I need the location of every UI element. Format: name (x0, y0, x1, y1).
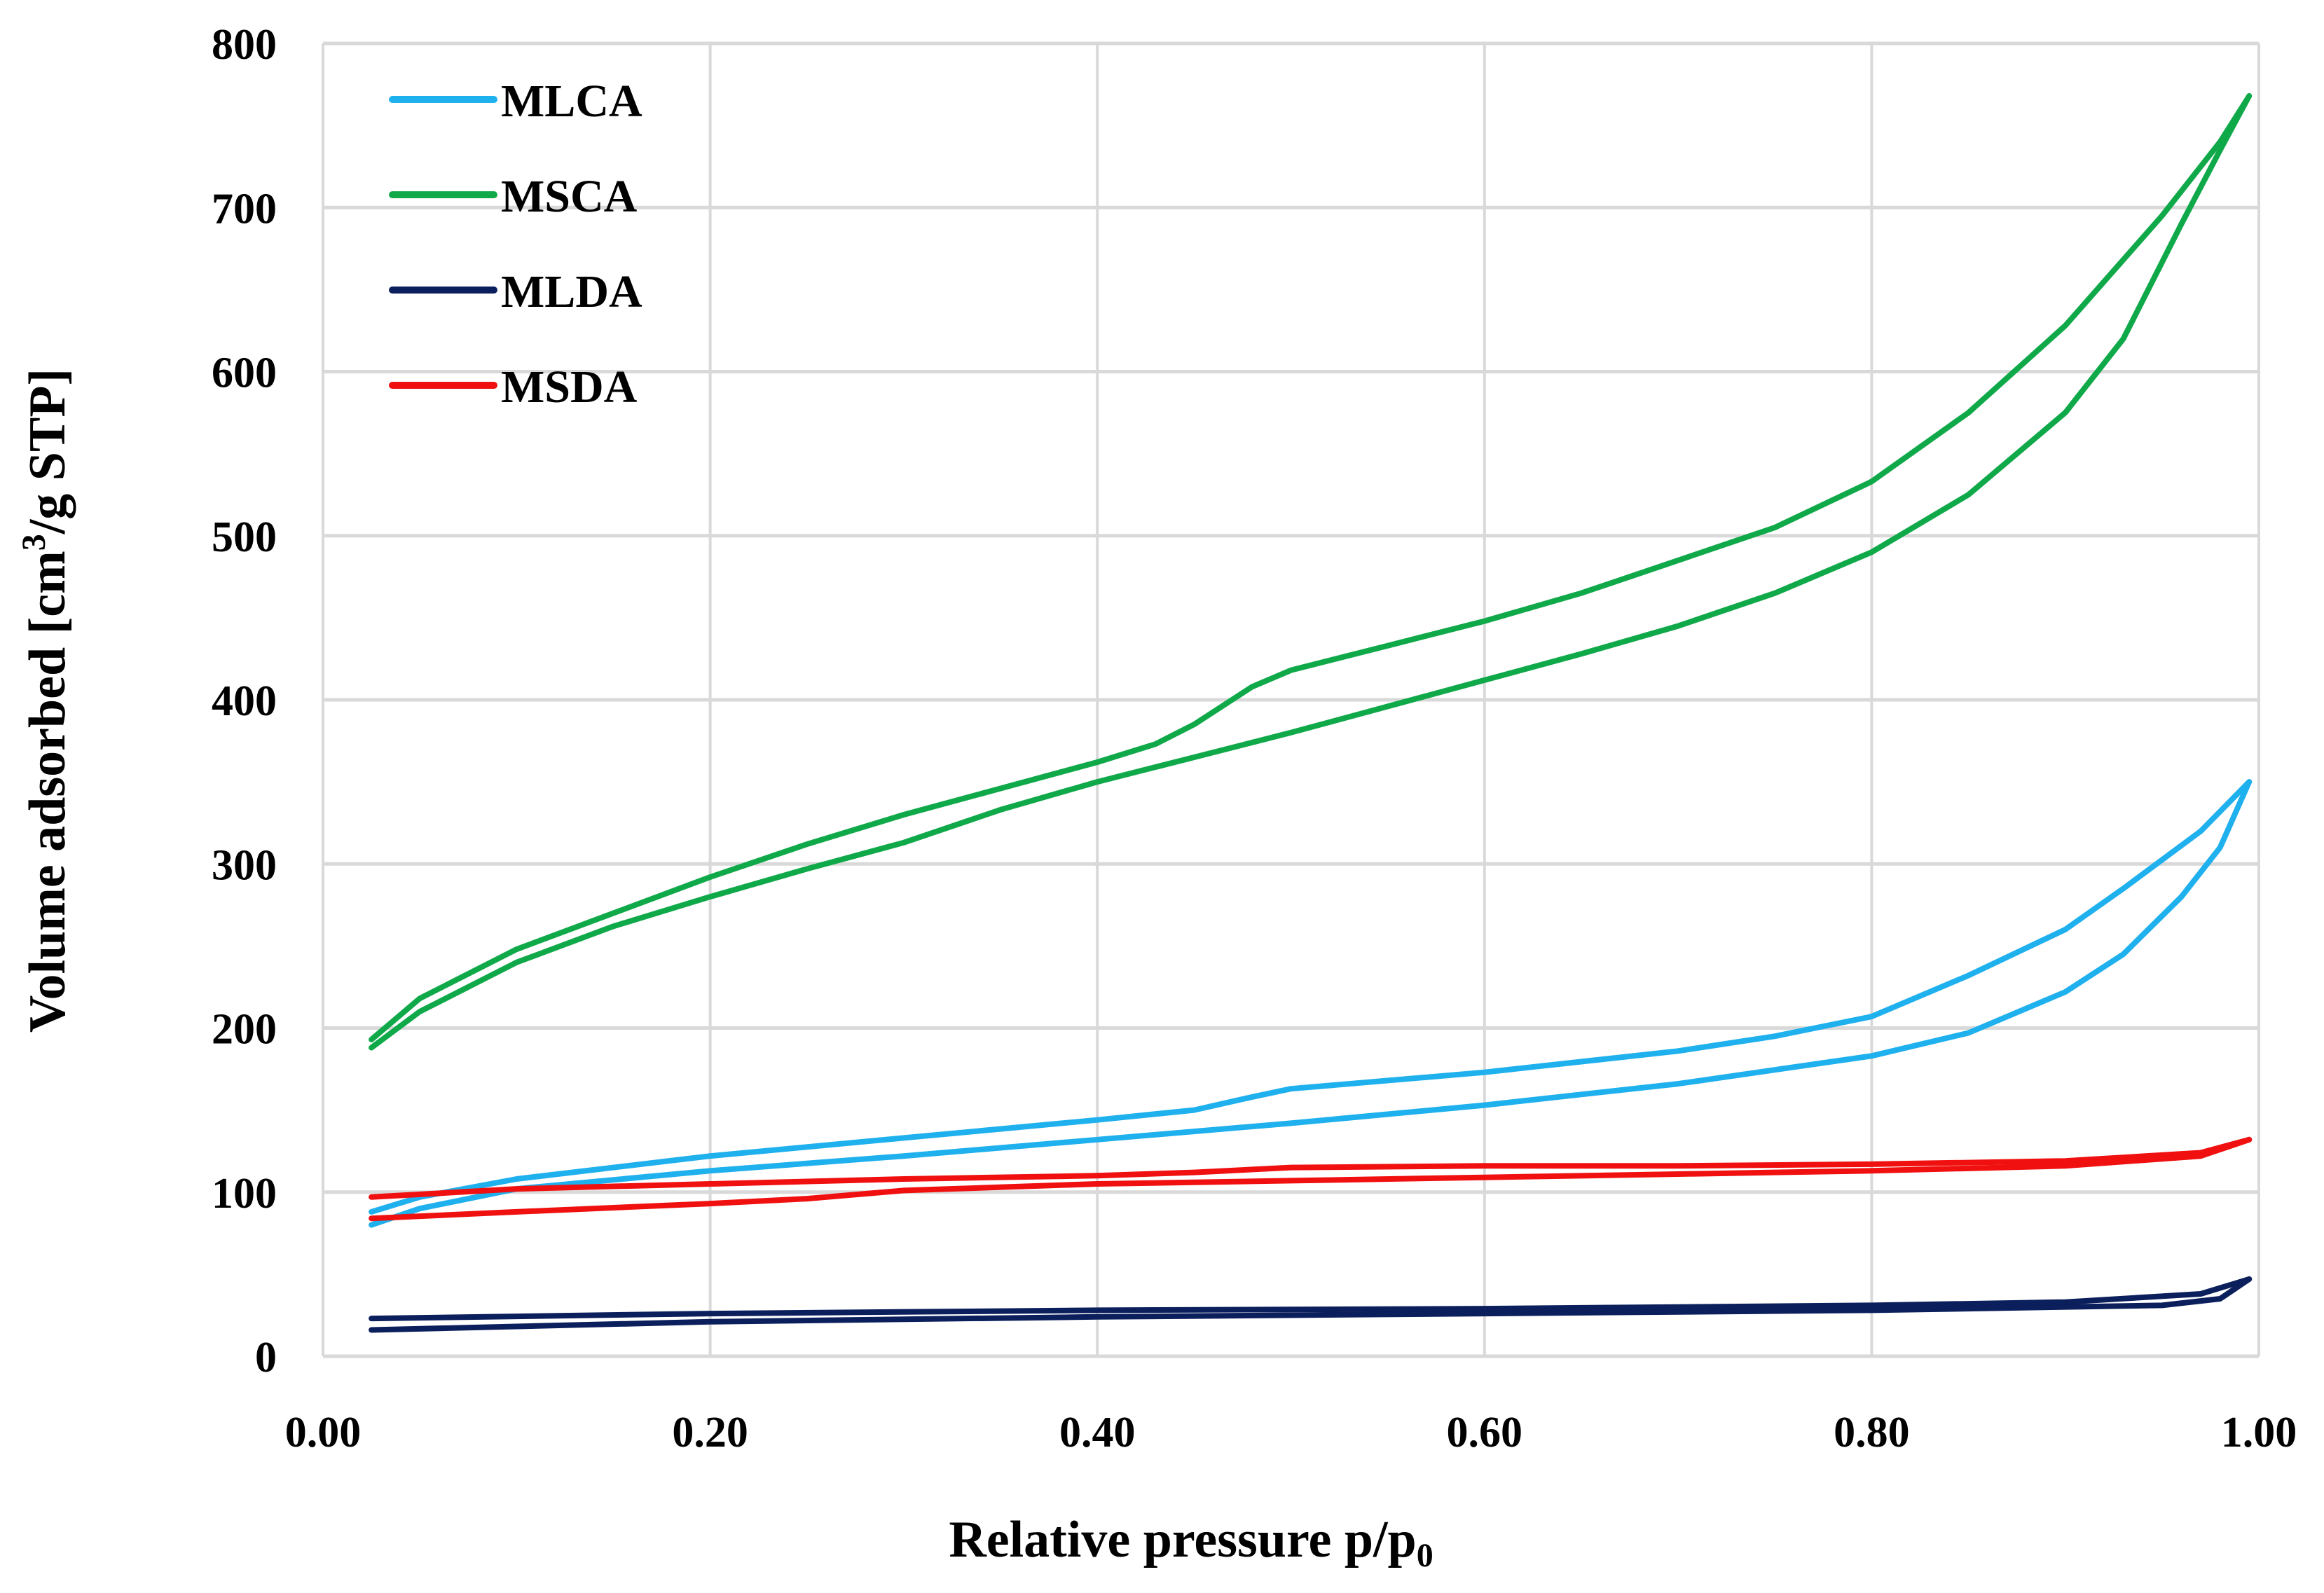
series-msda-adsorption (369, 1136, 2253, 1222)
y-tick-label: 500 (212, 513, 277, 561)
y-axis-label: Volume adsorbed [cm3/g STP] (15, 368, 76, 1033)
gridlines (322, 41, 2260, 1358)
x-axis-label: Relative pressure p/p0 (949, 1511, 1433, 1574)
y-tick-label: 600 (212, 350, 277, 397)
y-tick-label: 100 (212, 1170, 277, 1218)
legend-label-msca: MSCA (501, 171, 638, 222)
series-msca-adsorption (369, 93, 2253, 1051)
series-mlda-desorption (369, 1276, 2253, 1322)
y-tick-labels: 0 100 200 300 400 500 600 700 800 (212, 21, 277, 1381)
y-tick-label: 300 (212, 841, 277, 889)
y-tick-label: 800 (212, 21, 277, 69)
legend-label-mlda: MLDA (501, 266, 642, 317)
x-tick-label: 1.00 (2221, 1409, 2297, 1456)
x-tick-label: 0.60 (1447, 1409, 1523, 1456)
x-tick-label: 0.40 (1059, 1409, 1136, 1456)
series-mlda-adsorption (369, 1276, 2253, 1333)
y-tick-label: 200 (212, 1006, 277, 1054)
y-tick-label: 400 (212, 677, 277, 725)
legend-label-mlca: MLCA (501, 76, 642, 127)
y-tick-label: 700 (212, 185, 277, 233)
x-tick-label: 0.00 (285, 1409, 362, 1456)
x-tick-label: 0.80 (1834, 1409, 1910, 1456)
legend: MLCA MSCA MLDA MSDA (389, 76, 642, 413)
series-msda-desorption (369, 1136, 2253, 1200)
legend-label-msda: MSDA (501, 361, 638, 413)
series-mlca-desorption (369, 779, 2253, 1215)
x-tick-label: 0.20 (672, 1409, 748, 1456)
series-msca-desorption (369, 93, 2253, 1042)
x-tick-labels: 0.00 0.20 0.40 0.60 0.80 1.00 (285, 1409, 2297, 1456)
series-mlca-adsorption (369, 779, 2253, 1228)
y-tick-label: 0 (255, 1334, 277, 1381)
series-lines (369, 93, 2253, 1333)
